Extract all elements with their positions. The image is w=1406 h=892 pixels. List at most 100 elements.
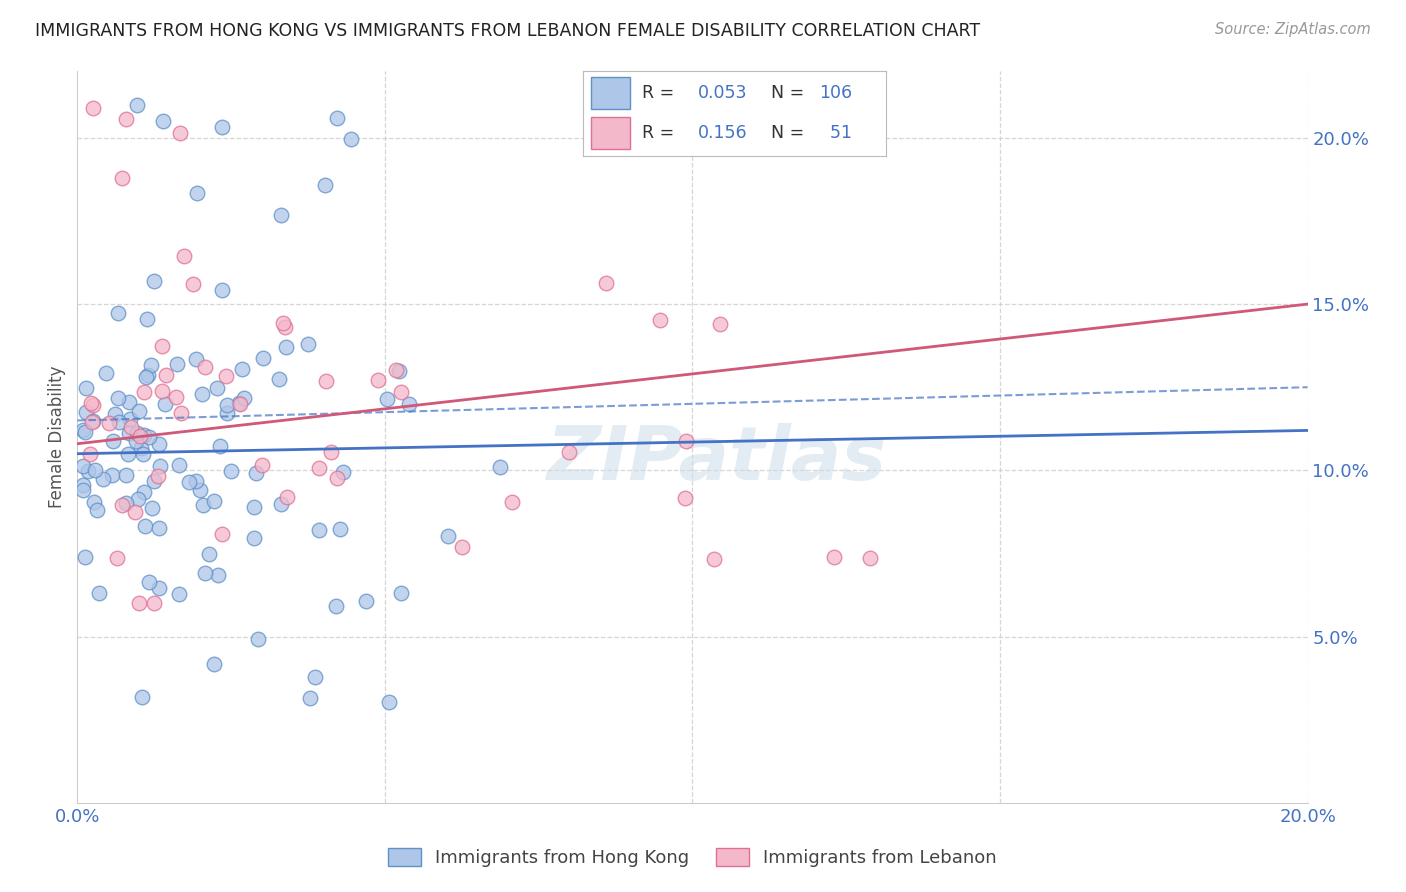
- Point: [489, 460, 512, 475]
- Point: [181, 277, 204, 291]
- Point: [167, 458, 190, 473]
- Point: [315, 374, 337, 388]
- Point: [139, 358, 162, 372]
- Point: [190, 386, 212, 401]
- Point: [375, 392, 398, 406]
- Point: [80, 396, 103, 410]
- Point: [75, 404, 97, 418]
- Point: [398, 396, 420, 410]
- Point: [148, 581, 170, 595]
- Point: [138, 575, 160, 590]
- Point: [205, 380, 228, 394]
- Point: [188, 483, 211, 497]
- Text: N =: N =: [770, 85, 804, 103]
- Point: [105, 550, 128, 565]
- Point: [111, 498, 134, 512]
- Point: [648, 312, 671, 326]
- Point: [131, 690, 153, 704]
- Point: [242, 531, 264, 545]
- Point: [389, 385, 412, 400]
- Point: [120, 412, 142, 426]
- Point: [859, 551, 882, 566]
- Point: [148, 468, 170, 483]
- Point: [91, 472, 114, 486]
- Point: [82, 101, 104, 115]
- Point: [246, 632, 269, 646]
- Point: [211, 120, 233, 134]
- Point: [75, 381, 97, 395]
- Point: [193, 566, 215, 581]
- Point: [673, 491, 696, 506]
- Point: [166, 358, 188, 372]
- Point: [134, 518, 156, 533]
- Point: [314, 178, 336, 192]
- Point: [332, 466, 354, 480]
- Text: Source: ZipAtlas.com: Source: ZipAtlas.com: [1215, 22, 1371, 37]
- Point: [501, 495, 523, 509]
- Point: [308, 523, 330, 537]
- Point: [114, 112, 136, 126]
- Point: [378, 695, 401, 709]
- Text: IMMIGRANTS FROM HONG KONG VS IMMIGRANTS FROM LEBANON FEMALE DISABILITY CORRELATI: IMMIGRANTS FROM HONG KONG VS IMMIGRANTS …: [35, 22, 980, 40]
- Point: [308, 460, 330, 475]
- Point: [134, 384, 156, 399]
- Point: [124, 505, 146, 519]
- Point: [73, 550, 96, 565]
- Point: [89, 586, 111, 600]
- Point: [128, 596, 150, 610]
- Point: [136, 368, 159, 382]
- Point: [169, 126, 191, 140]
- Point: [165, 390, 187, 404]
- Point: [173, 249, 195, 263]
- Point: [148, 521, 170, 535]
- FancyBboxPatch shape: [591, 78, 630, 110]
- Point: [329, 522, 352, 536]
- Point: [136, 311, 159, 326]
- Point: [194, 359, 217, 374]
- Point: [155, 368, 177, 383]
- Point: [96, 366, 118, 380]
- Point: [211, 527, 233, 541]
- Point: [114, 467, 136, 482]
- Point: [150, 384, 173, 399]
- Point: [148, 437, 170, 451]
- Point: [72, 423, 94, 437]
- Text: R =: R =: [643, 85, 675, 103]
- Y-axis label: Female Disability: Female Disability: [48, 366, 66, 508]
- Point: [325, 599, 347, 613]
- Point: [215, 369, 238, 384]
- Point: [72, 478, 94, 492]
- Point: [132, 428, 155, 442]
- Point: [125, 98, 148, 112]
- Point: [270, 208, 292, 222]
- Point: [304, 670, 326, 684]
- Point: [276, 340, 298, 354]
- Point: [150, 339, 173, 353]
- Point: [86, 503, 108, 517]
- Point: [72, 458, 94, 473]
- Point: [703, 552, 725, 566]
- Point: [558, 445, 581, 459]
- Point: [101, 434, 124, 448]
- Point: [135, 369, 157, 384]
- Point: [242, 500, 264, 514]
- Point: [267, 372, 290, 386]
- Point: [186, 352, 208, 367]
- Point: [80, 415, 103, 429]
- Point: [276, 490, 298, 504]
- Point: [138, 430, 160, 444]
- Point: [84, 463, 107, 477]
- Point: [340, 132, 363, 146]
- Point: [321, 444, 343, 458]
- Point: [170, 406, 193, 420]
- Point: [198, 547, 221, 561]
- Point: [177, 475, 200, 490]
- Point: [79, 447, 101, 461]
- Point: [274, 320, 297, 334]
- Point: [125, 426, 148, 441]
- Point: [354, 594, 377, 608]
- Point: [107, 391, 129, 405]
- Point: [219, 464, 242, 478]
- Point: [367, 374, 389, 388]
- Point: [823, 550, 845, 565]
